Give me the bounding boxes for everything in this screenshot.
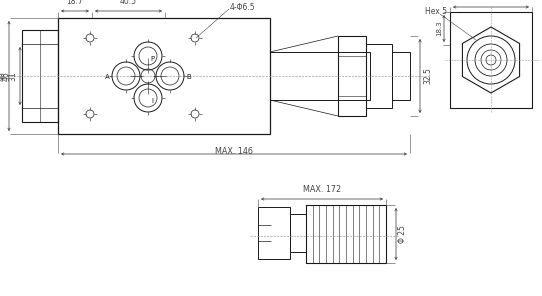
Text: MAX. 146: MAX. 146 bbox=[215, 147, 253, 156]
Bar bbox=[450, 12, 532, 108]
Text: I: I bbox=[151, 98, 153, 104]
Text: 40.5: 40.5 bbox=[120, 0, 137, 6]
Text: 46: 46 bbox=[0, 71, 7, 81]
Text: 18.7: 18.7 bbox=[67, 0, 83, 6]
Bar bbox=[290, 214, 306, 252]
Text: Φ 25: Φ 25 bbox=[398, 225, 407, 243]
Bar bbox=[366, 44, 392, 108]
Bar bbox=[58, 18, 270, 134]
Text: 4-Φ6.5: 4-Φ6.5 bbox=[230, 4, 256, 12]
Bar bbox=[22, 30, 58, 122]
Bar bbox=[306, 205, 386, 263]
Text: Hex 5: Hex 5 bbox=[425, 7, 447, 17]
Text: B: B bbox=[186, 74, 191, 80]
Bar bbox=[270, 52, 370, 100]
Text: 40: 40 bbox=[486, 0, 496, 2]
Text: 18.3: 18.3 bbox=[436, 21, 442, 36]
Text: 31: 31 bbox=[8, 71, 17, 81]
Text: MAX. 172: MAX. 172 bbox=[303, 185, 341, 194]
Bar bbox=[258, 207, 290, 259]
Text: A: A bbox=[105, 74, 110, 80]
Text: 32.5: 32.5 bbox=[423, 67, 432, 84]
Text: P: P bbox=[150, 56, 154, 62]
Bar bbox=[338, 36, 366, 116]
Text: 46: 46 bbox=[2, 71, 11, 81]
Bar bbox=[392, 52, 410, 100]
